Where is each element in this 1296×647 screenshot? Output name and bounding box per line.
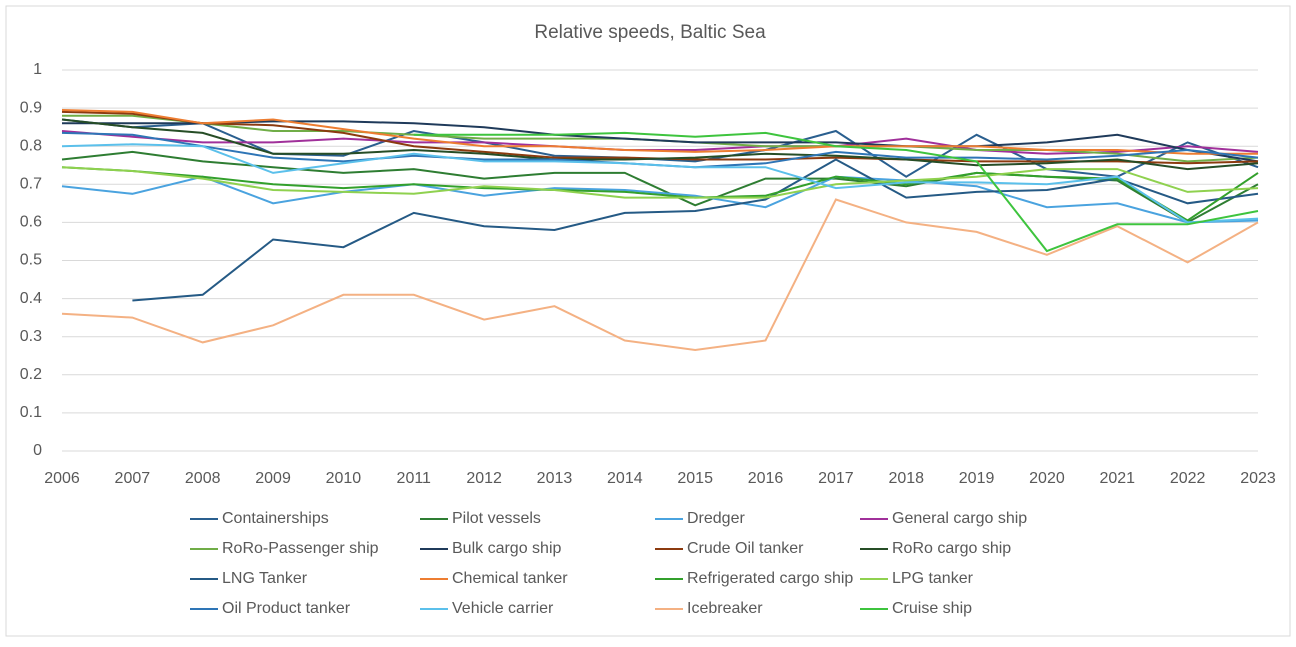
y-tick-label: 0.8 <box>20 137 42 154</box>
y-tick-label: 0.2 <box>20 366 42 383</box>
chart-border <box>5 5 1291 637</box>
x-tick-label: 2009 <box>255 470 291 487</box>
x-tick-label: 2012 <box>466 470 502 487</box>
legend-label: General cargo ship <box>892 510 1027 527</box>
legend-label: Dredger <box>687 510 745 527</box>
x-tick-label: 2019 <box>959 470 995 487</box>
y-tick-label: 0.1 <box>20 404 42 421</box>
x-tick-label: 2010 <box>326 470 362 487</box>
x-tick-label: 2018 <box>888 470 924 487</box>
x-tick-label: 2008 <box>185 470 221 487</box>
y-tick-label: 0.9 <box>20 99 42 116</box>
legend-label: Vehicle carrier <box>452 600 554 617</box>
x-tick-label: 2023 <box>1240 470 1276 487</box>
series-line <box>413 131 1259 253</box>
legend-label: RoRo cargo ship <box>892 540 1011 557</box>
legend-label: LPG tanker <box>892 570 974 587</box>
chart-title: Relative speeds, Baltic Sea <box>534 22 766 43</box>
legend-label: RoRo-Passenger ship <box>222 540 379 557</box>
y-tick-label: 0.6 <box>20 214 42 231</box>
x-tick-label: 2014 <box>607 470 643 487</box>
y-tick-label: 0 <box>33 442 42 459</box>
x-tick-label: 2017 <box>818 470 854 487</box>
x-tick-label: 2021 <box>1099 470 1135 487</box>
legend-label: Pilot vessels <box>452 510 541 527</box>
x-tick-label: 2020 <box>1029 470 1065 487</box>
series-line <box>61 118 1259 171</box>
y-tick-label: 0.4 <box>20 290 42 307</box>
legend-label: Oil Product tanker <box>222 600 351 617</box>
x-tick-label: 2022 <box>1170 470 1206 487</box>
x-tick-label: 2006 <box>44 470 80 487</box>
x-tick-label: 2016 <box>748 470 784 487</box>
series-line <box>61 143 1259 224</box>
y-tick-label: 0.5 <box>20 252 42 269</box>
y-tick-label: 1 <box>33 61 42 78</box>
legend-label: Crude Oil tanker <box>687 540 804 557</box>
x-tick-label: 2013 <box>537 470 573 487</box>
y-tick-label: 0.3 <box>20 328 42 345</box>
series-line <box>61 166 1259 222</box>
x-tick-label: 2011 <box>397 470 432 487</box>
legend-label: Cruise ship <box>892 600 972 617</box>
legend-label: LNG Tanker <box>222 570 308 587</box>
legend-label: Chemical tanker <box>452 570 568 587</box>
x-tick-label: 2007 <box>115 470 151 487</box>
series-line <box>132 158 1259 302</box>
legend-label: Refrigerated cargo ship <box>687 570 853 587</box>
series-line <box>61 166 1259 199</box>
y-tick-label: 0.7 <box>20 176 42 193</box>
x-tick-label: 2015 <box>677 470 713 487</box>
series-line <box>61 198 1259 352</box>
legend-label: Containerships <box>222 510 329 527</box>
legend-label: Bulk cargo ship <box>452 540 561 557</box>
legend-label: Icebreaker <box>687 600 763 617</box>
series-line <box>61 109 1258 155</box>
series-line <box>62 120 1259 163</box>
series-line <box>61 175 1259 224</box>
